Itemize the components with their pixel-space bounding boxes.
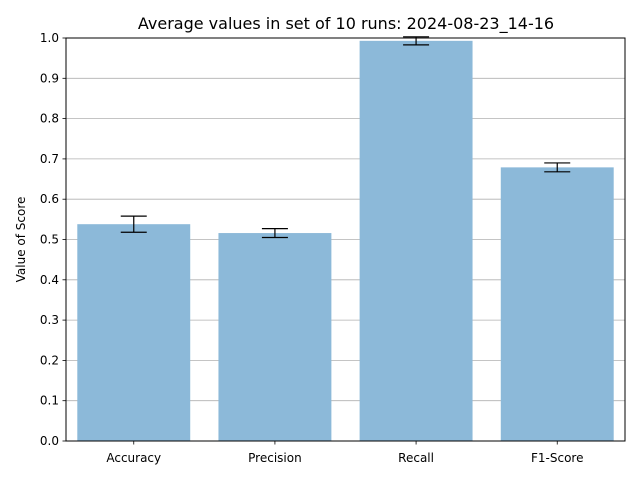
- bar-recall: [359, 40, 473, 442]
- y-tick-label: 1.0: [40, 31, 59, 45]
- error-bars: [120, 36, 571, 239]
- y-tick-label: 0.2: [40, 353, 59, 367]
- x-tick-label: Accuracy: [106, 451, 161, 465]
- y-tick-label: 0.5: [40, 233, 59, 247]
- x-tick-label: F1-Score: [531, 451, 583, 465]
- y-tick-label: 0.0: [40, 434, 59, 448]
- y-tick-label: 0.3: [40, 313, 59, 327]
- y-tick-label: 0.6: [40, 192, 59, 206]
- x-tick-label: Recall: [398, 451, 434, 465]
- y-axis: 0.0 0.1 0.2 0.3 0.4 0.5 0.6 0.7 0.8 0.9 1.0: [40, 31, 66, 448]
- y-tick-label: 0.7: [40, 152, 59, 166]
- bars: [77, 40, 614, 442]
- y-tick-label: 0.9: [40, 71, 59, 85]
- y-tick-label: 0.8: [40, 112, 59, 126]
- x-tick-label: Precision: [248, 451, 302, 465]
- y-tick-label: 0.1: [40, 394, 59, 408]
- y-axis-label: Value of Score: [14, 197, 28, 283]
- x-axis: Accuracy Precision Recall F1-Score: [106, 441, 583, 465]
- bar-precision: [218, 233, 332, 441]
- y-tick-label: 0.4: [40, 273, 59, 287]
- bar-f1-score: [500, 167, 614, 441]
- bar-accuracy: [77, 224, 191, 441]
- chart-title: Average values in set of 10 runs: 2024-0…: [138, 14, 554, 34]
